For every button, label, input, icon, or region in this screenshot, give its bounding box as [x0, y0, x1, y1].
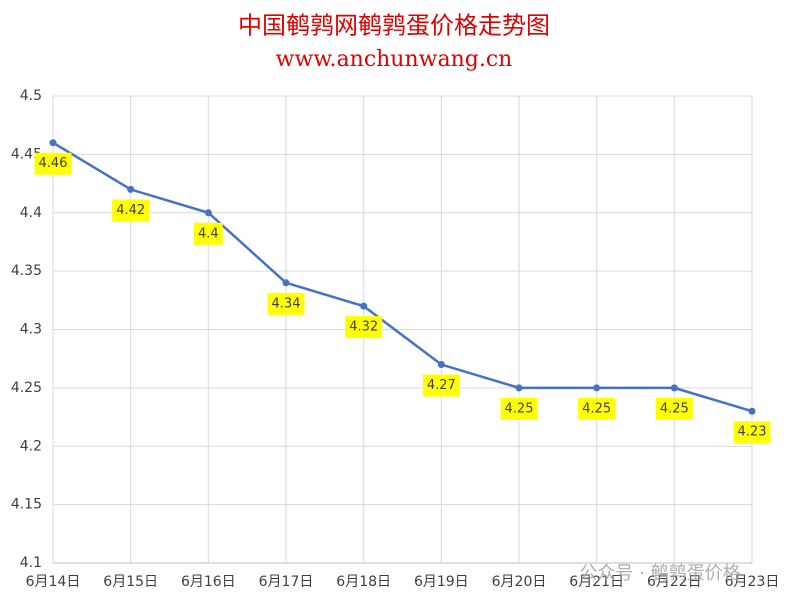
y-tick-label: 4.5 — [20, 88, 42, 104]
marker — [437, 361, 445, 369]
label-bg — [345, 316, 383, 339]
x-tick-label: 6月23日 — [725, 574, 780, 590]
x-tick-label: 6月19日 — [414, 574, 469, 590]
label-bg — [500, 397, 538, 420]
marker — [127, 185, 135, 193]
marker — [515, 384, 523, 392]
label-bg — [422, 374, 460, 397]
y-tick-label: 4.15 — [11, 497, 42, 513]
x-tick-label: 6月15日 — [103, 574, 158, 590]
marker — [282, 279, 290, 287]
y-tick-label: 4.2 — [20, 438, 42, 454]
marker — [670, 384, 678, 392]
label-bg — [733, 421, 771, 444]
label-bg — [193, 222, 223, 245]
data-label: 4.34 — [272, 296, 301, 311]
y-tick-label: 4.3 — [20, 322, 42, 338]
x-tick-label: 6月17日 — [259, 574, 314, 590]
x-tick-label: 6月21日 — [569, 574, 624, 590]
label-bg — [578, 397, 616, 420]
label-bg — [655, 397, 693, 420]
marker — [360, 302, 368, 310]
data-label: 4.42 — [116, 203, 145, 218]
y-tick-label: 4.35 — [11, 263, 42, 279]
data-label: 4.23 — [738, 425, 767, 440]
y-tick-label: 4.1 — [20, 555, 42, 571]
line — [52, 141, 753, 413]
y-tick-label: 4.25 — [11, 380, 42, 396]
data-label: 4.27 — [427, 378, 456, 393]
data-label: 4.4 — [198, 226, 219, 241]
marker — [748, 407, 756, 415]
data-label: 4.46 — [39, 156, 68, 171]
label-bg — [112, 199, 150, 222]
chart-subtitle: www.anchunwang.cn — [276, 47, 513, 72]
data-label: 4.25 — [660, 401, 689, 416]
x-tick-label: 6月20日 — [492, 574, 547, 590]
marker — [204, 209, 212, 217]
y-tick-label: 4.4 — [20, 205, 42, 221]
y-tick-label: 4.45 — [11, 146, 42, 162]
x-tick-label: 6月18日 — [336, 574, 391, 590]
x-tick-label: 6月22日 — [647, 574, 702, 590]
data-label: 4.25 — [582, 401, 611, 416]
x-tick-label: 6月16日 — [181, 574, 236, 590]
label-bg — [267, 292, 305, 315]
data-label: 4.25 — [505, 401, 534, 416]
marker — [593, 384, 601, 392]
data-label: 4.32 — [349, 320, 378, 335]
watermark: 公众号 · 鹌鹑蛋价格 — [579, 563, 740, 584]
marker — [49, 139, 57, 147]
x-tick-label: 6月14日 — [26, 574, 81, 590]
label-bg — [34, 152, 72, 175]
chart-title: 中国鹌鹑网鹌鹑蛋价格走势图 — [238, 12, 550, 40]
